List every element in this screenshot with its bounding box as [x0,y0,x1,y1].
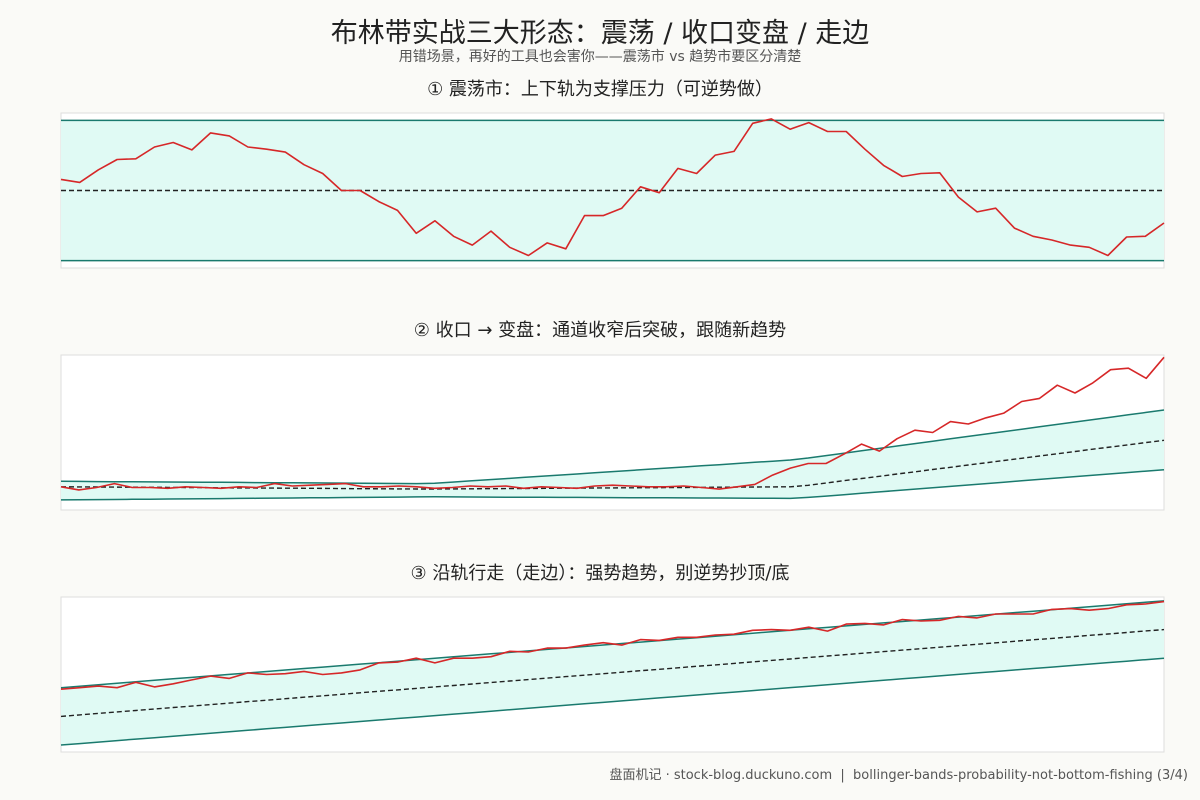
band-fill [61,120,1164,261]
middle-band-line [60,439,1165,490]
lower-band-line [60,657,1165,746]
footer-divider: | [832,768,854,783]
main-title: 布林带实战三大形态：震荡 / 收口变盘 / 走边 [330,18,870,49]
footer-site[interactable]: stock-blog.duckuno.com [673,768,833,783]
panel-1-title: ① 震荡市：上下轨为支撑压力（可逆势做） [427,79,773,100]
middle-band-line [60,628,1165,718]
panel-1 [60,112,1165,269]
price-line [60,118,1165,257]
footer: 盘面机记 · stock-blog.duckuno.com | bollinge… [609,768,1188,784]
price-line [60,356,1165,491]
panel-2 [60,354,1165,511]
upper-band-line [60,409,1165,485]
lower-band-line [60,468,1165,501]
band-fill [61,410,1164,500]
footer-slug: bollinger-bands-probability-not-bottom-f… [853,768,1153,783]
footer-separator: · [661,768,674,783]
panel-3-title: ③ 沿轨行走（走边）：强势趋势，别逆势抄顶/底 [410,563,790,584]
subtitle: 用错场景，再好的工具也会害你——震荡市 vs 趋势市要区分清楚 [398,49,802,65]
price-line [60,600,1165,690]
footer-page: (3/4) [1156,768,1188,783]
panel-3 [60,596,1165,753]
panel-2-title: ② 收口 → 变盘：通道收窄后突破，跟随新趋势 [413,320,787,341]
footer-brand: 盘面机记 [609,768,662,783]
